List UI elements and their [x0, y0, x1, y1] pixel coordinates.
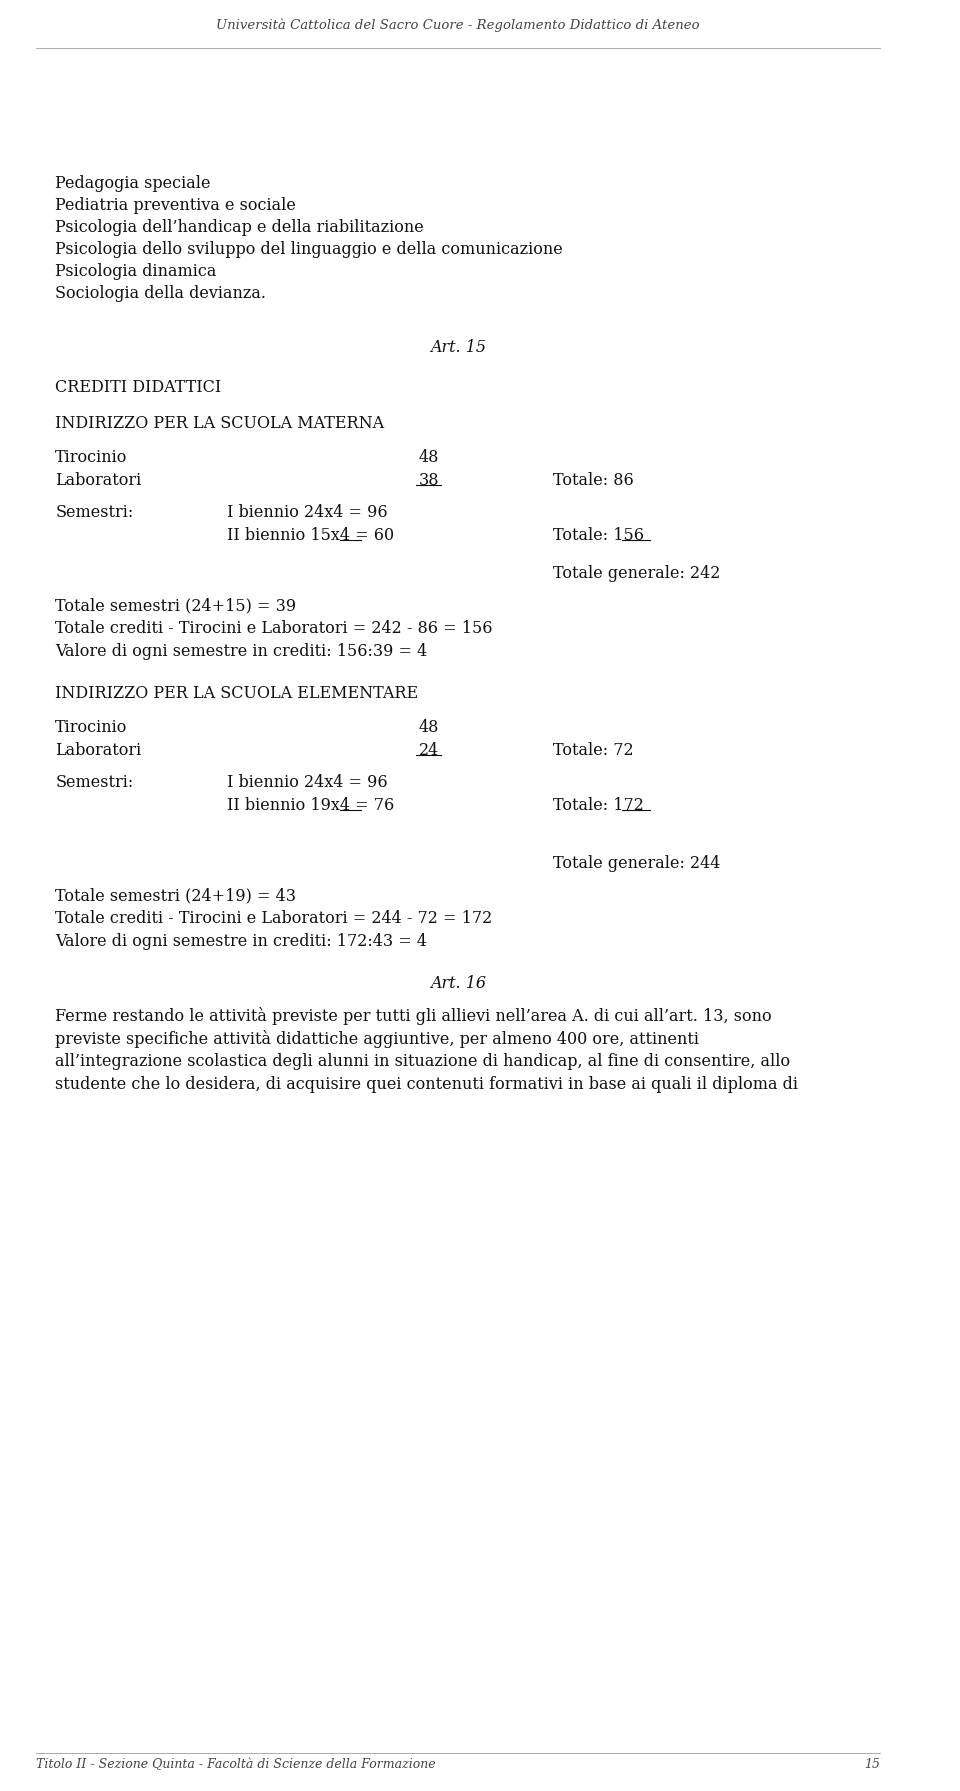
Text: Totale generale: 244: Totale generale: 244	[554, 854, 721, 872]
Text: CREDITI DIDATTICI: CREDITI DIDATTICI	[56, 380, 222, 396]
Text: Totale crediti - Tirocini e Laboratori = 244 - 72 = 172: Totale crediti - Tirocini e Laboratori =…	[56, 910, 492, 928]
Text: II biennio 19x4 = 76: II biennio 19x4 = 76	[228, 797, 395, 813]
Text: Semestri:: Semestri:	[56, 774, 133, 792]
Text: INDIRIZZO PER LA SCUOLA ELEMENTARE: INDIRIZZO PER LA SCUOLA ELEMENTARE	[56, 684, 419, 702]
Text: 15: 15	[864, 1759, 879, 1771]
Text: Tirocinio: Tirocinio	[56, 450, 128, 466]
Text: Totale semestri (24+19) = 43: Totale semestri (24+19) = 43	[56, 887, 297, 904]
Text: studente che lo desidera, di acquisire quei contenuti formativi in base ai quali: studente che lo desidera, di acquisire q…	[56, 1076, 799, 1093]
Text: Laboratori: Laboratori	[56, 473, 141, 489]
Text: previste specifiche attività didattiche aggiuntive, per almeno 400 ore, attinent: previste specifiche attività didattiche …	[56, 1030, 699, 1048]
Text: Pedagogia speciale: Pedagogia speciale	[56, 176, 211, 192]
Text: Tirocinio: Tirocinio	[56, 718, 128, 736]
Text: Totale semestri (24+15) = 39: Totale semestri (24+15) = 39	[56, 596, 297, 614]
Text: Totale: 86: Totale: 86	[554, 473, 635, 489]
Text: Laboratori: Laboratori	[56, 741, 141, 759]
Text: 38: 38	[419, 473, 439, 489]
Text: Art. 16: Art. 16	[430, 974, 486, 992]
Text: Totale: 172: Totale: 172	[554, 797, 644, 813]
Text: Totale generale: 242: Totale generale: 242	[554, 564, 721, 582]
Text: II biennio 15x4 = 60: II biennio 15x4 = 60	[228, 527, 395, 544]
Text: Totale: 72: Totale: 72	[554, 741, 634, 759]
Text: Pediatria preventiva e sociale: Pediatria preventiva e sociale	[56, 197, 297, 213]
Text: I biennio 24x4 = 96: I biennio 24x4 = 96	[228, 503, 388, 521]
Text: 48: 48	[419, 450, 439, 466]
Text: Totale crediti - Tirocini e Laboratori = 242 - 86 = 156: Totale crediti - Tirocini e Laboratori =…	[56, 620, 492, 638]
Text: 24: 24	[419, 741, 439, 759]
Text: I biennio 24x4 = 96: I biennio 24x4 = 96	[228, 774, 388, 792]
Text: Valore di ogni semestre in crediti: 172:43 = 4: Valore di ogni semestre in crediti: 172:…	[56, 933, 427, 949]
Text: Valore di ogni semestre in crediti: 156:39 = 4: Valore di ogni semestre in crediti: 156:…	[56, 643, 427, 661]
Text: Sociologia della devianza.: Sociologia della devianza.	[56, 285, 266, 303]
Text: Ferme restando le attività previste per tutti gli allievi nell’area A. di cui al: Ferme restando le attività previste per …	[56, 1007, 772, 1024]
Text: Totale: 156: Totale: 156	[554, 527, 644, 544]
Text: all’integrazione scolastica degli alunni in situazione di handicap, al fine di c: all’integrazione scolastica degli alunni…	[56, 1053, 790, 1069]
Text: 48: 48	[419, 718, 439, 736]
Text: Università Cattolica del Sacro Cuore - Regolamento Didattico di Ateneo: Università Cattolica del Sacro Cuore - R…	[216, 18, 700, 32]
Text: Titolo II - Sezione Quinta - Facoltà di Scienze della Formazione: Titolo II - Sezione Quinta - Facoltà di …	[36, 1759, 436, 1771]
Text: Psicologia dinamica: Psicologia dinamica	[56, 263, 217, 279]
Text: Art. 15: Art. 15	[430, 338, 486, 356]
Text: Psicologia dell’handicap e della riabilitazione: Psicologia dell’handicap e della riabili…	[56, 219, 424, 236]
Text: INDIRIZZO PER LA SCUOLA MATERNA: INDIRIZZO PER LA SCUOLA MATERNA	[56, 416, 384, 432]
Text: Semestri:: Semestri:	[56, 503, 133, 521]
Text: Psicologia dello sviluppo del linguaggio e della comunicazione: Psicologia dello sviluppo del linguaggio…	[56, 242, 564, 258]
